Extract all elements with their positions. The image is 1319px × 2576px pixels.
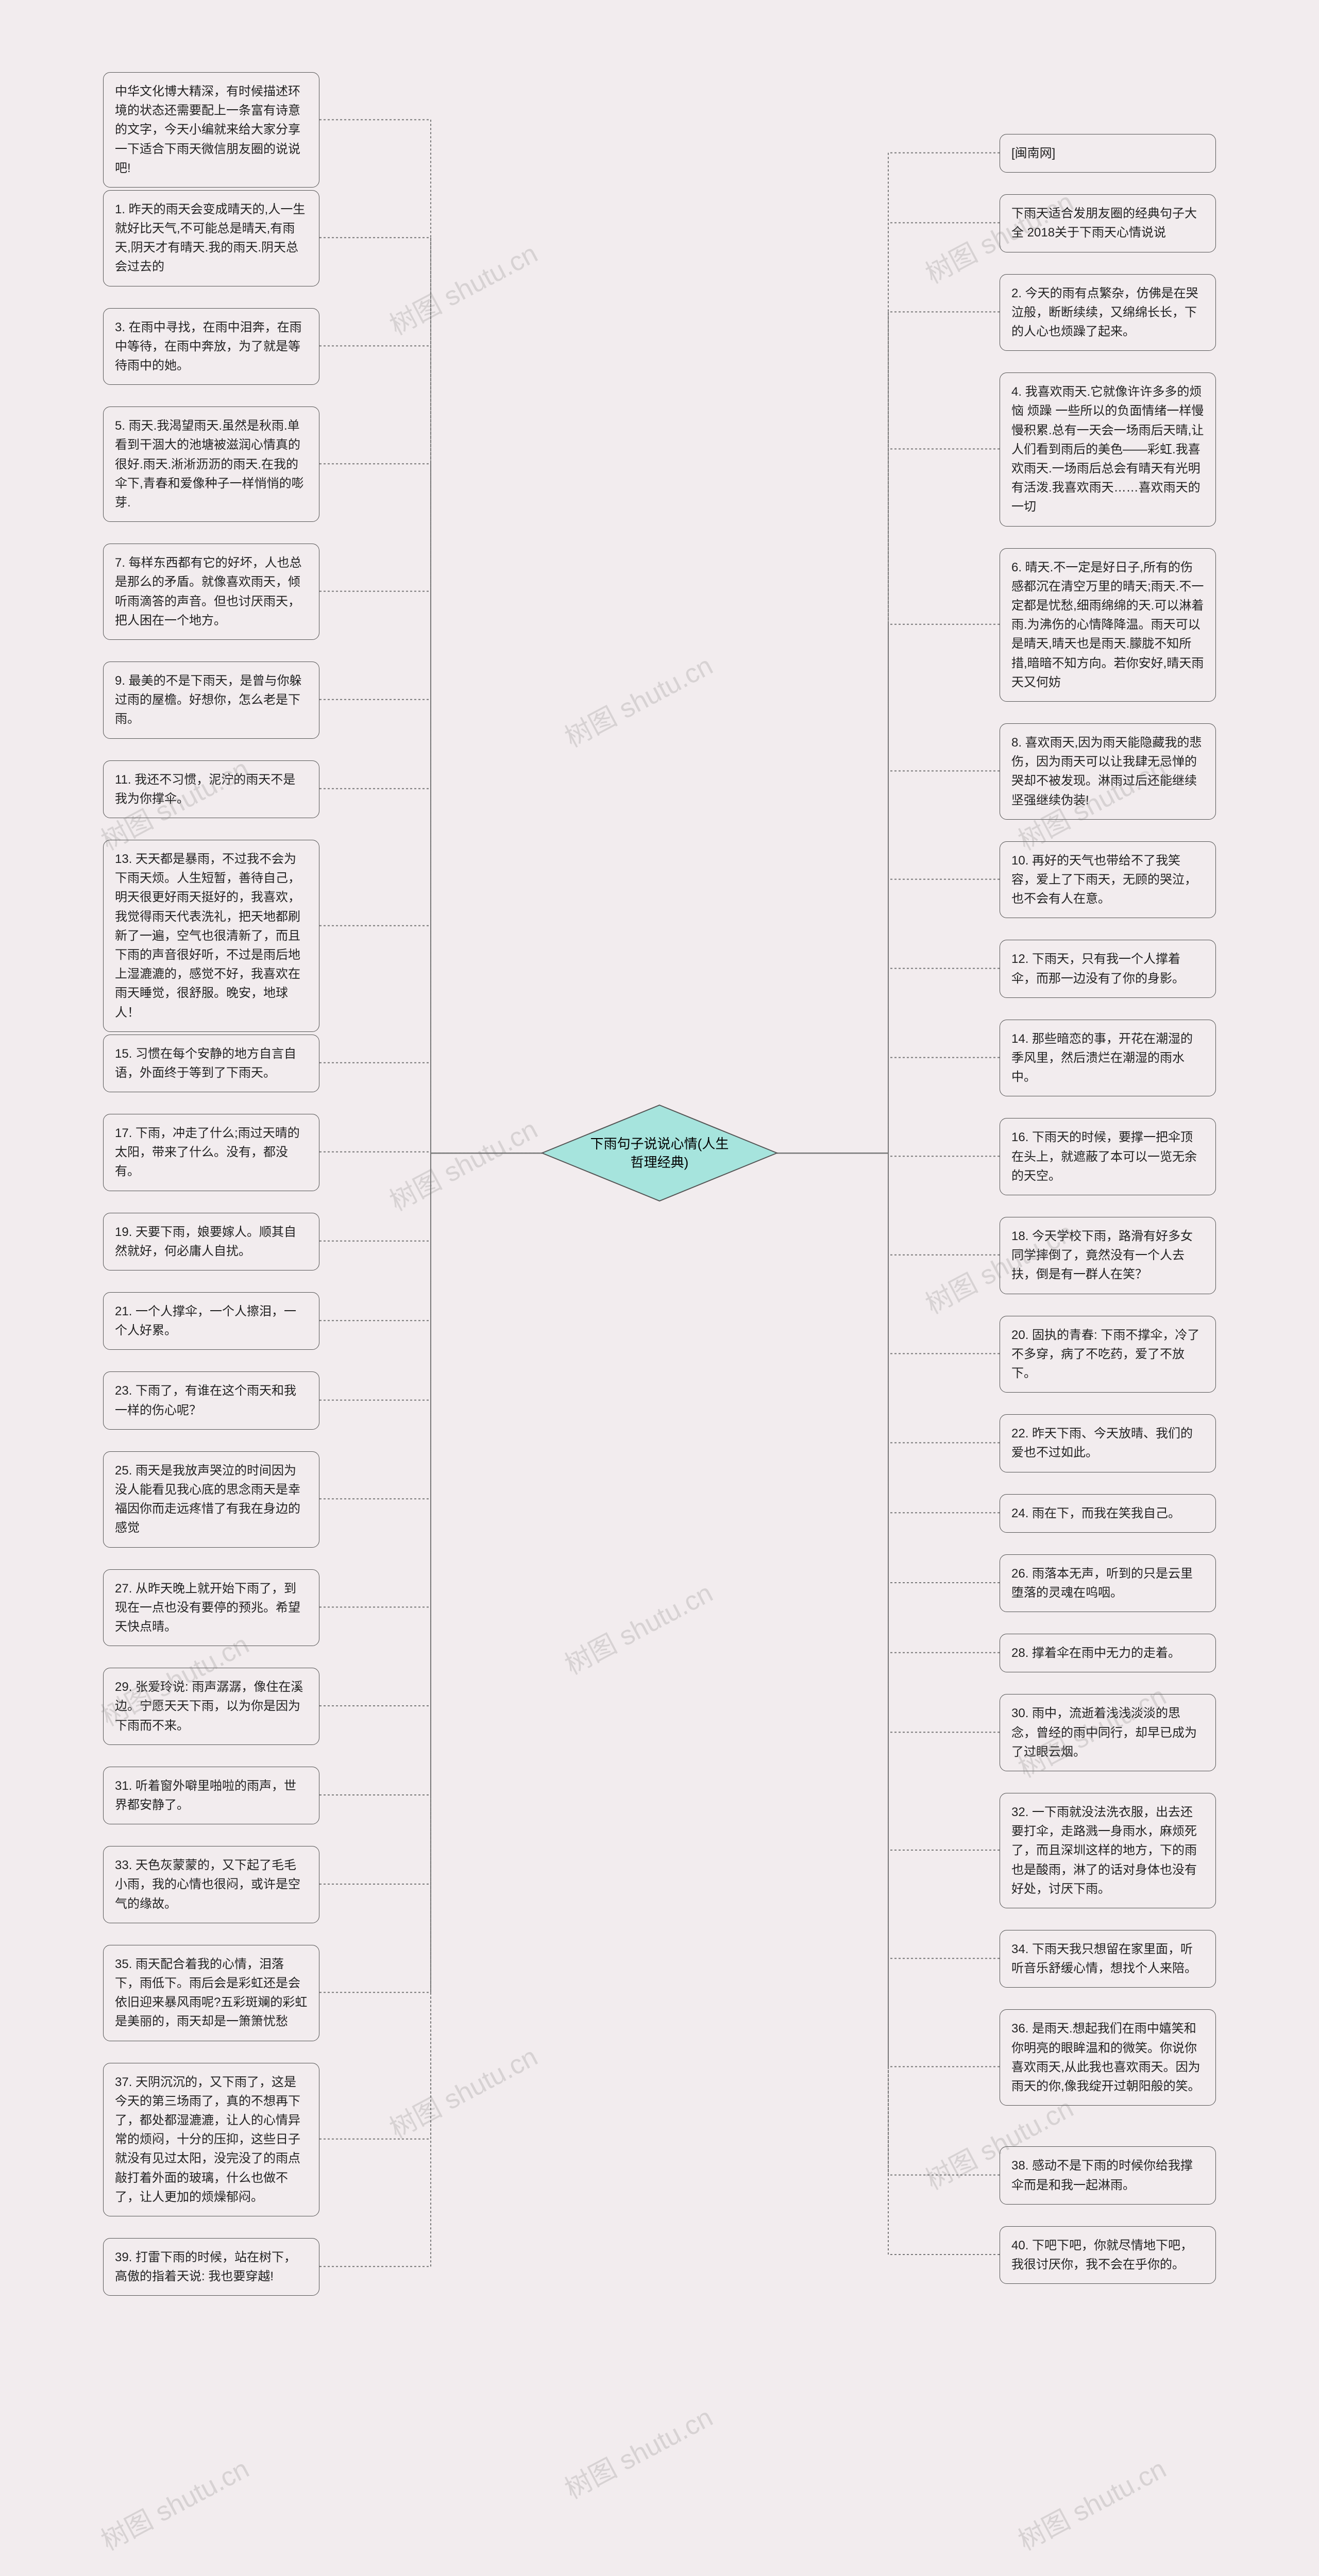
right-node-1: 下雨天适合发朋友圈的经典句子大全 2018关于下雨天心情说说 <box>1000 194 1216 252</box>
right-node-21: 40. 下吧下吧，你就尽情地下吧，我很讨厌你，我不会在乎你的。 <box>1000 2226 1216 2284</box>
right-node-4: 6. 晴天.不一定是好日子,所有的伤感都沉在清空万里的晴天;雨天.不一定都是忧愁… <box>1000 548 1216 702</box>
left-node-8: 15. 习惯在每个安静的地方自言自语，外面终于等到了下雨天。 <box>103 1035 319 1092</box>
right-node-17: 32. 一下雨就没法洗衣服，出去还要打伞，走路溅一身雨水，麻烦死了，而且深圳这样… <box>1000 1793 1216 1908</box>
watermark: 树图 shutu.cn <box>557 1571 718 1682</box>
right-node-6: 10. 再好的天气也带给不了我笑容，爱上了下雨天，无顾的哭泣，也不会有人在意。 <box>1000 841 1216 919</box>
left-node-9: 17. 下雨，冲走了什么;雨过天晴的太阳，带来了什么。没有，都没有。 <box>103 1114 319 1191</box>
right-node-0: [闽南网] <box>1000 134 1216 173</box>
left-node-18: 35. 雨天配合着我的心情，泪落下，雨低下。雨后会是彩虹还是会依旧迎来暴风雨呢?… <box>103 1945 319 2041</box>
left-node-2: 3. 在雨中寻找，在雨中泪奔，在雨中等待，在雨中奔放，为了就是等待雨中的她。 <box>103 308 319 385</box>
right-node-20: 38. 感动不是下雨的时候你给我撑伞而是和我一起淋雨。 <box>1000 2146 1216 2204</box>
left-node-11: 21. 一个人撑伞，一个人擦泪，一个人好累。 <box>103 1292 319 1350</box>
right-node-10: 18. 今天学校下雨，路滑有好多女同学摔倒了，竟然没有一个人去扶，倒是有一群人在… <box>1000 1217 1216 1294</box>
left-node-15: 29. 张爱玲说: 雨声潺潺，像住在溪边。宁愿天天下雨，以为你是因为下雨而不来。 <box>103 1668 319 1745</box>
left-node-17: 33. 天色灰蒙蒙的，又下起了毛毛小雨，我的心情也很闷，或许是空气的缘故。 <box>103 1846 319 1923</box>
watermark: 树图 shutu.cn <box>1010 2447 1172 2557</box>
watermark: 树图 shutu.cn <box>93 2447 255 2557</box>
right-node-7: 12. 下雨天，只有我一个人撑着伞，而那一边没有了你的身影。 <box>1000 940 1216 997</box>
left-node-19: 37. 天阴沉沉的，又下雨了，这是今天的第三场雨了，真的不想再下了，都处都湿漉漉… <box>103 2063 319 2216</box>
left-node-10: 19. 天要下雨，娘要嫁人。顺其自然就好，何必庸人自扰。 <box>103 1213 319 1270</box>
watermark: 树图 shutu.cn <box>382 232 543 342</box>
watermark: 树图 shutu.cn <box>382 1108 543 1218</box>
watermark: 树图 shutu.cn <box>557 644 718 754</box>
left-node-7: 13. 天天都是暴雨，不过我不会为下雨天烦。人生短暂，善待自己，明天很更好雨天挺… <box>103 840 319 1032</box>
right-node-11: 20. 固执的青春: 下雨不撑伞，冷了不多穿，病了不吃药，爱了不放下。 <box>1000 1316 1216 1393</box>
left-node-6: 11. 我还不习惯，泥泞的雨天不是我为你撑伞。 <box>103 760 319 818</box>
right-node-15: 28. 撑着伞在雨中无力的走着。 <box>1000 1634 1216 1672</box>
left-node-4: 7. 每样东西都有它的好坏，人也总是那么的矛盾。就像喜欢雨天，倾听雨滴答的声音。… <box>103 544 319 640</box>
right-node-12: 22. 昨天下雨、今天放晴、我们的爱也不过如此。 <box>1000 1414 1216 1472</box>
left-node-16: 31. 听着窗外噼里啪啦的雨声，世界都安静了。 <box>103 1767 319 1824</box>
right-node-13: 24. 雨在下，而我在笑我自己。 <box>1000 1494 1216 1533</box>
left-node-1: 1. 昨天的雨天会变成晴天的,人一生就好比天气,不可能总是晴天,有雨天,阴天才有… <box>103 190 319 286</box>
right-node-5: 8. 喜欢雨天,因为雨天能隐藏我的悲伤，因为雨天可以让我肆无忌惮的哭却不被发现。… <box>1000 723 1216 820</box>
left-node-12: 23. 下雨了，有谁在这个雨天和我一样的伤心呢？ <box>103 1371 319 1429</box>
right-node-16: 30. 雨中，流逝着浅浅淡淡的思念，曾经的雨中同行，却早已成为了过眼云烟。 <box>1000 1694 1216 1771</box>
mindmap-canvas: 下雨句子说说心情(人生哲理经典) 中华文化博大精深，有时候描述环境的状态还需要配上… <box>0 31 1319 2369</box>
watermark: 树图 shutu.cn <box>382 2035 543 2145</box>
right-node-18: 34. 下雨天我只想留在家里面，听听音乐舒缓心情，想找个人来陪。 <box>1000 1930 1216 1988</box>
left-node-20: 39. 打雷下雨的时候，站在树下，高傲的指着天说: 我也要穿越! <box>103 2238 319 2296</box>
right-node-2: 2. 今天的雨有点繁杂，仿佛是在哭泣般，断断续续，又绵绵长长，下的人心也烦躁了起… <box>1000 274 1216 351</box>
right-node-19: 36. 是雨天.想起我们在雨中嬉笑和你明亮的眼眸温和的微笑。你说你喜欢雨天,从此… <box>1000 2009 1216 2106</box>
center-node: 下雨句子说说心情(人生哲理经典) <box>541 1104 778 1202</box>
watermark: 树图 shutu.cn <box>557 2396 718 2506</box>
left-node-5: 9. 最美的不是下雨天，是曾与你躲过雨的屋檐。好想你，怎么老是下雨。 <box>103 662 319 739</box>
right-node-8: 14. 那些暗恋的事，开花在潮湿的季风里，然后溃烂在潮湿的雨水中。 <box>1000 1020 1216 1097</box>
left-node-3: 5. 雨天.我渴望雨天.虽然是秋雨.单看到干涸大的池塘被滋润心情真的很好.雨天.… <box>103 406 319 522</box>
right-node-3: 4. 我喜欢雨天.它就像许许多多的烦恼 烦躁 一些所以的负面情绪一样慢慢积累.总… <box>1000 372 1216 526</box>
left-node-14: 27. 从昨天晚上就开始下雨了，到现在一点也没有要停的预兆。希望天快点晴。 <box>103 1569 319 1647</box>
right-node-9: 16. 下雨天的时候，要撑一把伞顶在头上，就遮蔽了本可以一览无余的天空。 <box>1000 1118 1216 1195</box>
left-node-0: 中华文化博大精深，有时候描述环境的状态还需要配上一条富有诗意的文字，今天小编就来… <box>103 72 319 188</box>
right-node-14: 26. 雨落本无声，听到的只是云里堕落的灵魂在呜咽。 <box>1000 1554 1216 1612</box>
left-node-13: 25. 雨天是我放声哭泣的时间因为没人能看见我心底的思念雨天是幸福因你而走远疼惜… <box>103 1451 319 1548</box>
